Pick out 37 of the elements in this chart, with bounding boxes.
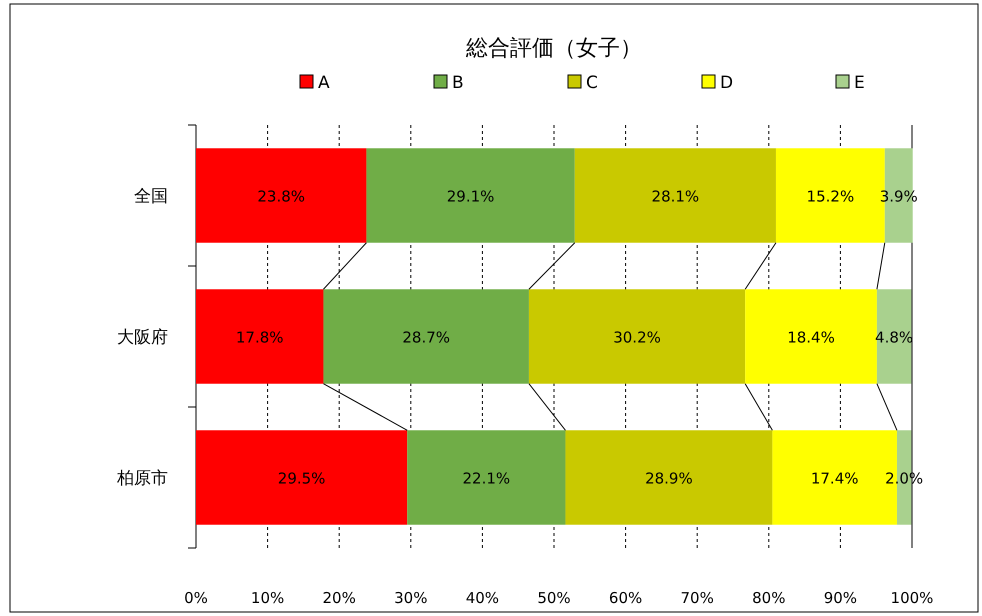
x-tick-label: 90%: [824, 589, 858, 607]
x-tick-label: 30%: [394, 589, 428, 607]
data-label: 29.1%: [446, 188, 494, 206]
x-tick-label: 70%: [680, 589, 714, 607]
x-tick-label: 50%: [537, 589, 571, 607]
data-label: 17.8%: [236, 328, 284, 346]
data-label: 18.4%: [787, 328, 835, 346]
title: 総合評価（女子）: [466, 36, 642, 61]
legend-label: A: [318, 73, 330, 93]
y-tick-label: 全国: [134, 186, 168, 206]
data-label: 22.1%: [462, 470, 510, 488]
x-tick-label: 40%: [466, 589, 500, 607]
legend-item: C: [568, 73, 598, 93]
data-label: 23.8%: [257, 188, 306, 206]
x-tick-label: 80%: [752, 589, 786, 607]
data-label: 15.2%: [806, 188, 854, 206]
y-tick-label: 大阪府: [117, 328, 168, 348]
x-tick-label: 60%: [608, 589, 642, 607]
legend-item: D: [702, 73, 734, 93]
data-label: 28.7%: [402, 328, 450, 346]
x-tick-label: 100%: [890, 589, 934, 607]
data-label: 29.5%: [278, 470, 326, 488]
y-tick-label: 柏原市: [116, 468, 168, 488]
data-label: 17.4%: [810, 470, 858, 488]
legend-label: C: [586, 73, 598, 93]
legend-item: A: [300, 73, 330, 93]
data-label: 28.9%: [645, 470, 693, 488]
legend-item: B: [434, 73, 464, 93]
data-label: 30.2%: [613, 328, 661, 346]
legend-label: E: [854, 73, 865, 93]
x-tick-label: 10%: [250, 589, 284, 607]
legend-label: D: [720, 73, 734, 93]
x-tick-label: 20%: [322, 589, 356, 607]
legend-label: B: [452, 73, 464, 93]
data-label: 28.1%: [652, 188, 700, 206]
x-tick-label: 0%: [184, 589, 208, 607]
legend-item: E: [836, 73, 865, 93]
